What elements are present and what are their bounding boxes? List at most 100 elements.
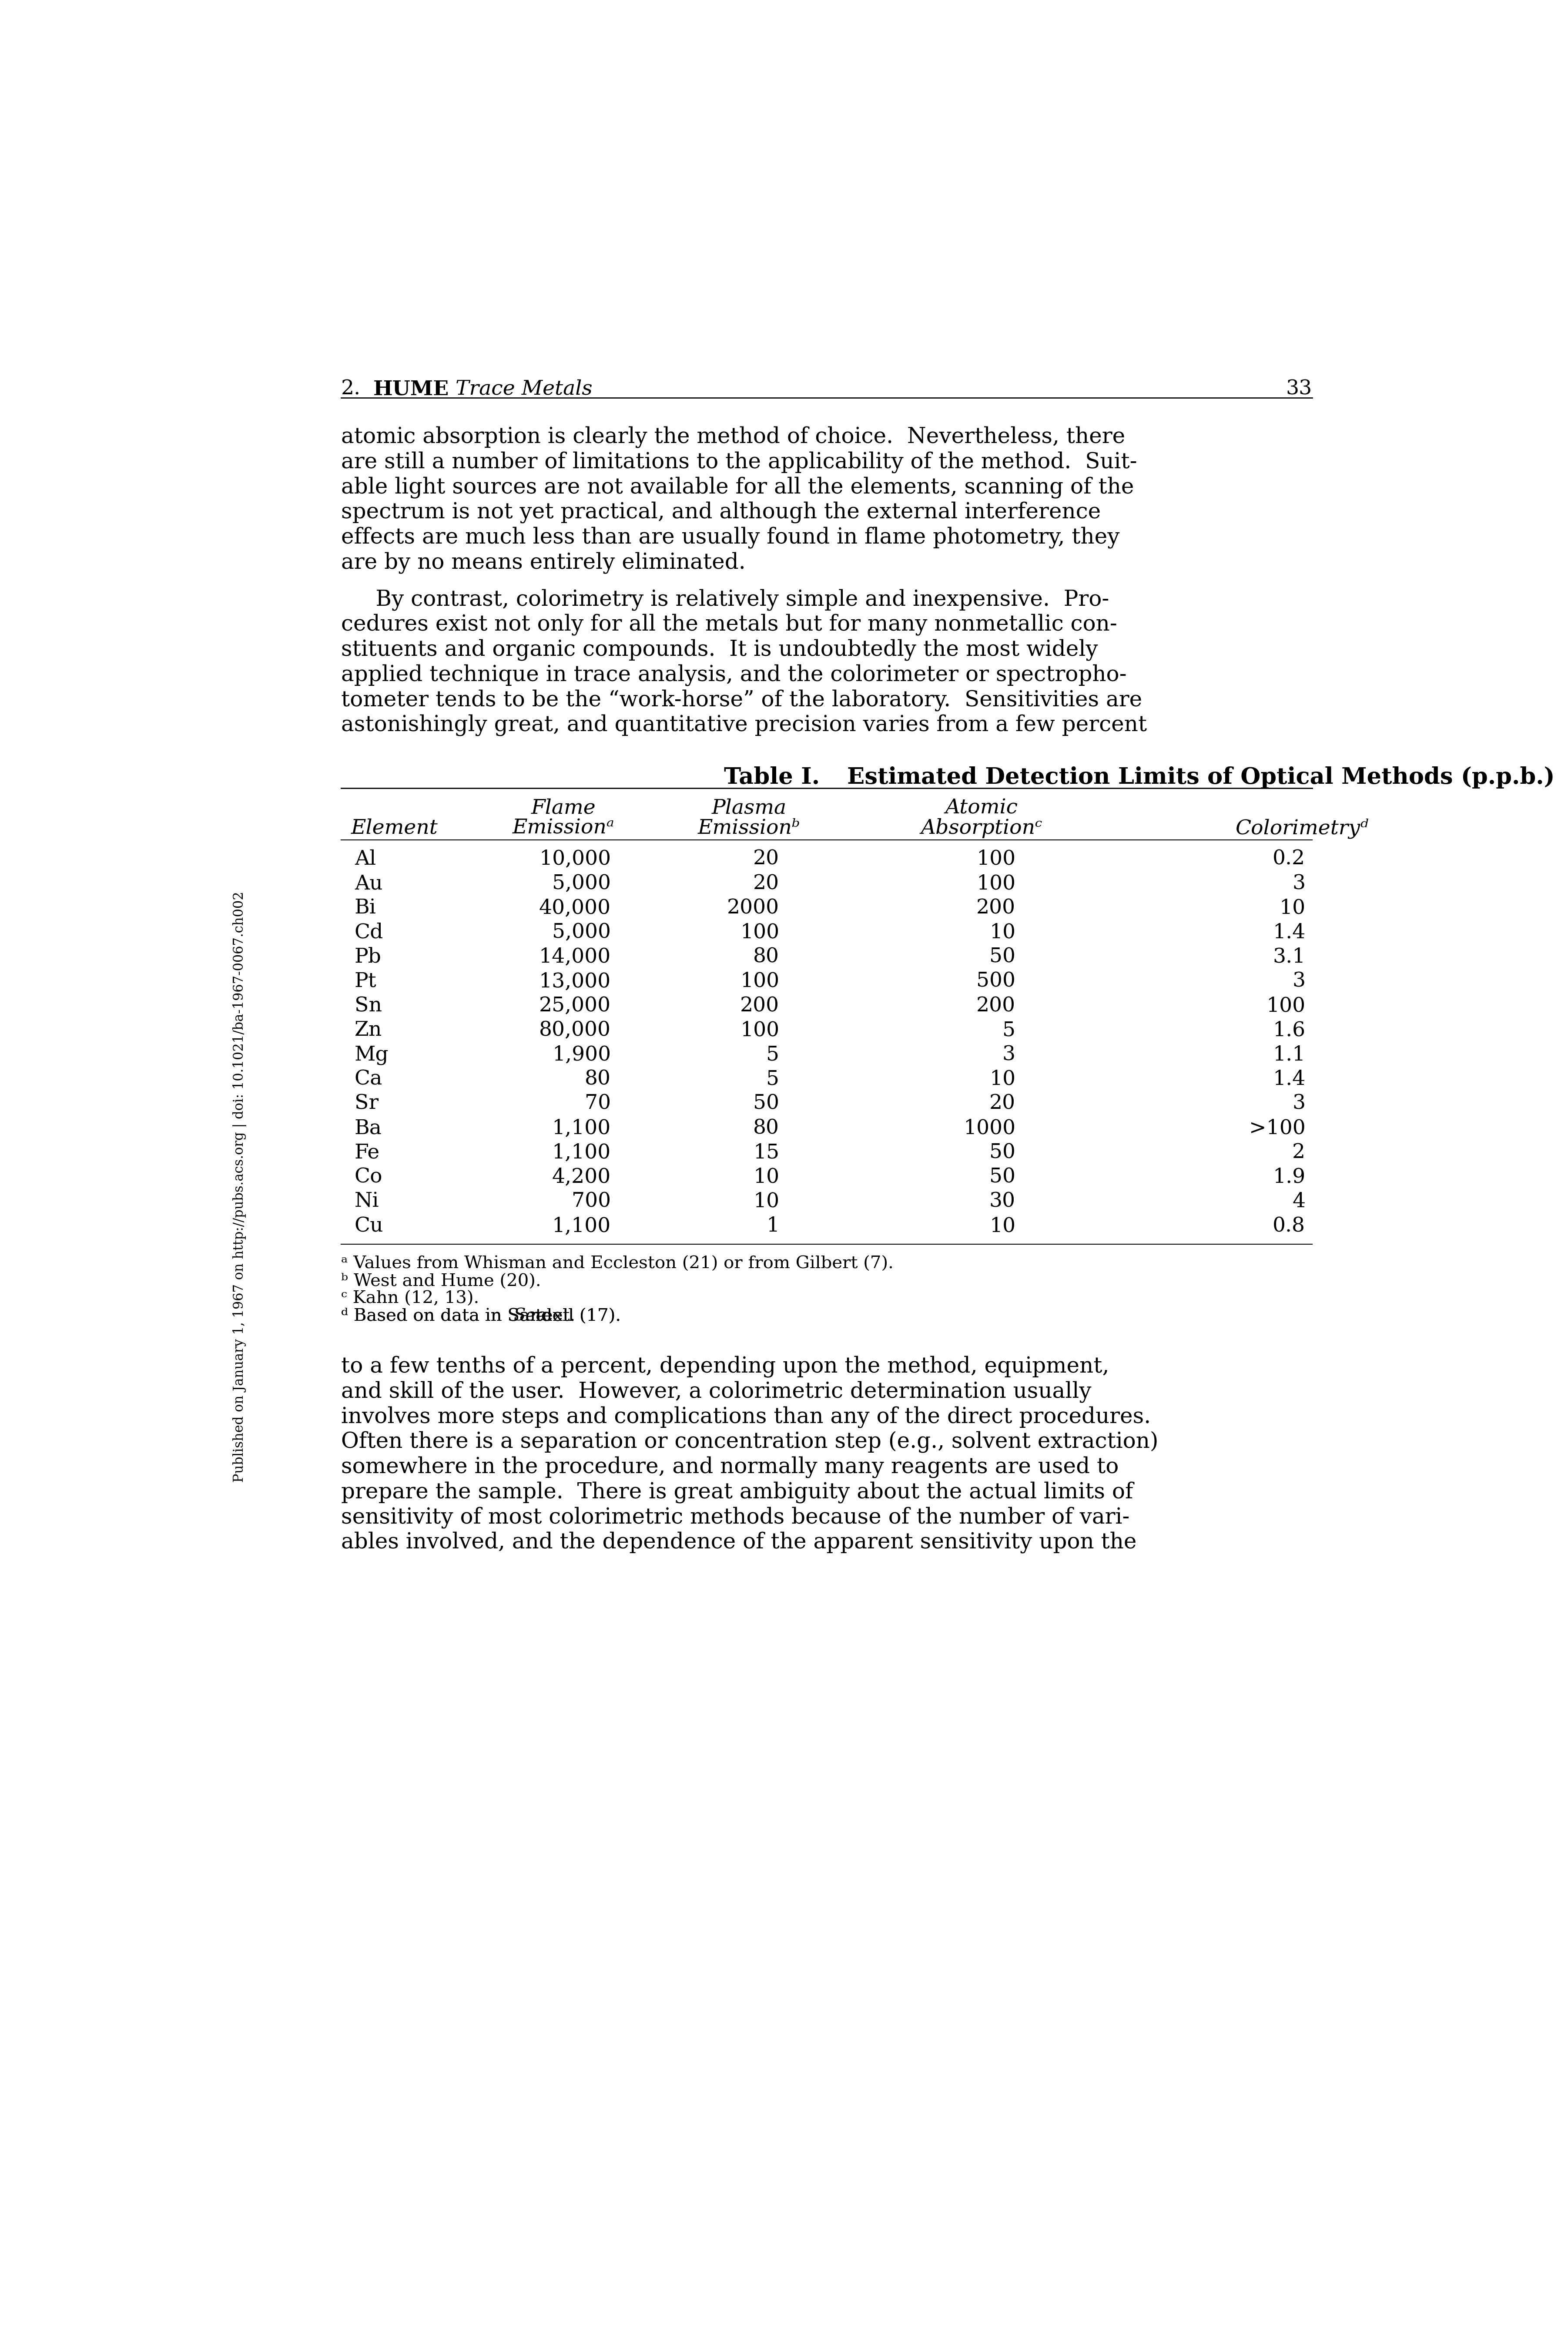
Text: 2000: 2000 — [728, 898, 779, 919]
Text: effects are much less than are usually found in flame photometry, they: effects are much less than are usually f… — [340, 526, 1120, 548]
Text: 1,100: 1,100 — [552, 1217, 610, 1236]
Text: to a few tenths of a percent, depending upon the method, equipment,: to a few tenths of a percent, depending … — [340, 1356, 1109, 1377]
Text: ables involved, and the dependence of the apparent sensitivity upon the: ables involved, and the dependence of th… — [340, 1532, 1137, 1553]
Text: 700: 700 — [571, 1191, 610, 1213]
Text: Plasma: Plasma — [712, 799, 786, 818]
Text: 20: 20 — [753, 848, 779, 870]
Text: 3: 3 — [1002, 1046, 1014, 1065]
Text: 1000: 1000 — [963, 1119, 1014, 1137]
Text: 3: 3 — [1292, 874, 1305, 893]
Text: 50: 50 — [989, 1168, 1014, 1187]
Text: 1.6: 1.6 — [1272, 1020, 1305, 1041]
Text: 50: 50 — [989, 1142, 1014, 1163]
Text: prepare the sample.  There is great ambiguity about the actual limits of: prepare the sample. There is great ambig… — [340, 1480, 1132, 1504]
Text: 100: 100 — [740, 971, 779, 992]
Text: ᵈ Based on data in Sandell (17).: ᵈ Based on data in Sandell (17). — [340, 1309, 632, 1323]
Text: and skill of the user.  However, a colorimetric determination usually: and skill of the user. However, a colori… — [340, 1382, 1091, 1403]
Text: ᶜ Kahn (12, 13).: ᶜ Kahn (12, 13). — [340, 1290, 478, 1307]
Text: 100: 100 — [975, 848, 1014, 870]
Text: 1.4: 1.4 — [1272, 924, 1305, 942]
Text: 80,000: 80,000 — [539, 1020, 610, 1041]
Text: Absorptionᶜ: Absorptionᶜ — [920, 818, 1043, 839]
Text: stituents and organic compounds.  It is undoubtedly the most widely: stituents and organic compounds. It is u… — [340, 639, 1098, 660]
Text: 0.2: 0.2 — [1272, 848, 1305, 870]
Text: >100: >100 — [1248, 1119, 1305, 1137]
Text: 33: 33 — [1286, 378, 1312, 400]
Text: spectrum is not yet practical, and although the external interference: spectrum is not yet practical, and altho… — [340, 501, 1101, 524]
Text: 2.: 2. — [340, 378, 361, 400]
Text: 4: 4 — [1292, 1191, 1305, 1213]
Text: 1,100: 1,100 — [552, 1119, 610, 1137]
Text: Atomic: Atomic — [946, 799, 1018, 818]
Text: 10: 10 — [989, 1069, 1014, 1088]
Text: 200: 200 — [975, 898, 1014, 919]
Text: 1.9: 1.9 — [1272, 1168, 1305, 1187]
Text: sensitivity of most colorimetric methods because of the number of vari-: sensitivity of most colorimetric methods… — [340, 1506, 1129, 1528]
Text: 10: 10 — [989, 1217, 1014, 1236]
Text: ᵃ Values from Whisman and Eccleston (21) or from Gilbert (7).: ᵃ Values from Whisman and Eccleston (21)… — [340, 1255, 894, 1271]
Text: Cu: Cu — [354, 1217, 384, 1236]
Text: 100: 100 — [740, 924, 779, 942]
Text: 3: 3 — [1292, 971, 1305, 992]
Text: astonishingly great, and quantitative precision varies from a few percent: astonishingly great, and quantitative pr… — [340, 714, 1146, 736]
Text: ᵈ Based on data in Sandell (17).: ᵈ Based on data in Sandell (17). — [340, 1309, 632, 1323]
Text: 10: 10 — [753, 1191, 779, 1213]
Text: Bi: Bi — [354, 898, 376, 919]
Text: Au: Au — [354, 874, 383, 893]
Text: Pb: Pb — [354, 947, 381, 966]
Text: 5: 5 — [767, 1069, 779, 1088]
Text: See: See — [514, 1309, 547, 1323]
Text: 10,000: 10,000 — [539, 848, 610, 870]
Text: 1,900: 1,900 — [552, 1046, 610, 1065]
Text: 4,200: 4,200 — [552, 1168, 610, 1187]
Text: 100: 100 — [740, 1020, 779, 1041]
Text: 80: 80 — [753, 1119, 779, 1137]
Text: Trace Metals: Trace Metals — [456, 378, 593, 400]
Text: able light sources are not available for all the elements, scanning of the: able light sources are not available for… — [340, 477, 1134, 498]
Text: 20: 20 — [753, 874, 779, 893]
Text: text.: text. — [530, 1309, 575, 1323]
Text: 14,000: 14,000 — [539, 947, 610, 966]
Text: Ni: Ni — [354, 1191, 379, 1213]
Text: are still a number of limitations to the applicability of the method.  Suit-: are still a number of limitations to the… — [340, 451, 1137, 472]
Text: 80: 80 — [753, 947, 779, 966]
Text: By contrast, colorimetry is relatively simple and inexpensive.  Pro-: By contrast, colorimetry is relatively s… — [340, 588, 1109, 611]
Text: somewhere in the procedure, and normally many reagents are used to: somewhere in the procedure, and normally… — [340, 1457, 1118, 1478]
Text: Mg: Mg — [354, 1046, 389, 1065]
Text: applied technique in trace analysis, and the colorimeter or spectropho-: applied technique in trace analysis, and… — [340, 665, 1126, 686]
Text: 50: 50 — [753, 1095, 779, 1114]
Text: 50: 50 — [989, 947, 1014, 966]
Text: 0.8: 0.8 — [1272, 1217, 1305, 1236]
Text: 200: 200 — [740, 996, 779, 1015]
Text: 15: 15 — [753, 1142, 779, 1163]
Text: 2: 2 — [1292, 1142, 1305, 1163]
Text: 200: 200 — [975, 996, 1014, 1015]
Text: 5,000: 5,000 — [552, 924, 610, 942]
Text: 100: 100 — [975, 874, 1014, 893]
Text: Pt: Pt — [354, 971, 376, 992]
Text: Ca: Ca — [354, 1069, 383, 1088]
Text: 10: 10 — [753, 1168, 779, 1187]
Text: 10: 10 — [1279, 898, 1305, 919]
Text: Flame: Flame — [532, 799, 596, 818]
Text: 5: 5 — [1002, 1020, 1014, 1041]
Text: 1,100: 1,100 — [552, 1142, 610, 1163]
Text: Cd: Cd — [354, 924, 383, 942]
Text: 5: 5 — [767, 1046, 779, 1065]
Text: involves more steps and complications than any of the direct procedures.: involves more steps and complications th… — [340, 1405, 1151, 1429]
Text: 25,000: 25,000 — [539, 996, 610, 1015]
Text: 3: 3 — [1292, 1095, 1305, 1114]
Text: 1.4: 1.4 — [1272, 1069, 1305, 1088]
Text: 500: 500 — [975, 971, 1014, 992]
Text: Ba: Ba — [354, 1119, 383, 1137]
Text: 100: 100 — [1265, 996, 1305, 1015]
Text: 10: 10 — [989, 924, 1014, 942]
Text: Sn: Sn — [354, 996, 383, 1015]
Text: 13,000: 13,000 — [539, 971, 610, 992]
Text: Emissionᵃ: Emissionᵃ — [513, 818, 615, 839]
Text: cedures exist not only for all the metals but for many nonmetallic con-: cedures exist not only for all the metal… — [340, 613, 1116, 635]
Text: 40,000: 40,000 — [539, 898, 610, 919]
Text: 3.1: 3.1 — [1272, 947, 1305, 966]
Text: 1.1: 1.1 — [1272, 1046, 1305, 1065]
Text: Estimated Detection Limits of Optical Methods (p.p.b.): Estimated Detection Limits of Optical Me… — [823, 766, 1554, 787]
